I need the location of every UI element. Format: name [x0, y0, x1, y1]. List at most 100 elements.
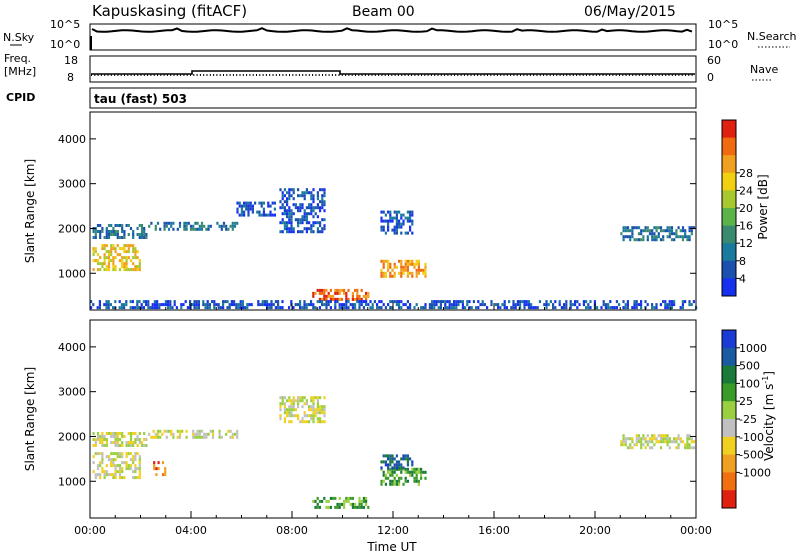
power-cell [318, 306, 321, 310]
power-cell [281, 300, 284, 304]
power-cell [655, 229, 658, 233]
power-cell [314, 212, 317, 216]
power-cell [409, 210, 412, 214]
velocity-cell [225, 432, 228, 436]
power-cell [400, 300, 403, 304]
velocity-cell [136, 438, 139, 441]
power-cell [338, 306, 341, 310]
power-cell [391, 300, 394, 304]
power-cell [668, 226, 671, 230]
velocity-cell [681, 440, 685, 444]
velocity-cell [103, 473, 106, 477]
power-cell [404, 259, 407, 263]
power-cell [237, 306, 240, 310]
power-colorbar-swatch [722, 278, 736, 297]
power-cell [286, 215, 289, 219]
velocity-cell [384, 473, 387, 477]
power-cell [519, 303, 522, 307]
power-cell [107, 236, 111, 239]
velocity-cell [417, 470, 420, 474]
power-cell [101, 230, 104, 233]
power-cell [261, 300, 264, 304]
power-cell [351, 297, 354, 301]
velocity-cell [389, 454, 392, 458]
power-cell [96, 253, 100, 257]
x-axis-label: Time UT [366, 540, 417, 554]
power-cell [208, 306, 211, 310]
power-cell [318, 297, 321, 301]
velocity-cell [283, 417, 286, 421]
power-cell [230, 303, 233, 307]
power-cell [334, 303, 337, 307]
power-cell [424, 306, 427, 310]
velocity-cell [129, 438, 133, 441]
velocity-cell [664, 437, 667, 441]
power-cell [402, 222, 405, 226]
power-cell [486, 306, 489, 310]
velocity-y-label: Slant Range [km] [23, 367, 37, 471]
power-cell [163, 221, 166, 225]
power-cell [131, 306, 134, 310]
power-cell [147, 303, 150, 307]
velocity-cell [345, 499, 348, 503]
power-cell [668, 306, 671, 310]
power-cell [301, 230, 304, 234]
velocity-cell [110, 473, 113, 477]
velocity-cell [116, 435, 119, 438]
power-cell [310, 224, 313, 228]
power-cell [123, 247, 126, 251]
power-cell [110, 259, 113, 263]
power-cell [240, 210, 243, 214]
power-cell [582, 300, 585, 304]
power-cell [312, 197, 315, 201]
power-cell [281, 203, 284, 207]
power-cell [316, 300, 319, 304]
velocity-cell [129, 467, 133, 471]
velocity-cell [138, 470, 141, 474]
power-cell [607, 303, 610, 307]
velocity-cell [319, 420, 322, 424]
power-cell [477, 306, 480, 310]
velocity-cell [316, 399, 319, 403]
power-cell [220, 227, 223, 231]
power-cell [158, 306, 161, 310]
velocity-colorbar-swatch [722, 436, 736, 456]
power-cell [620, 232, 623, 236]
power-cell [450, 303, 453, 307]
velocity-cell [644, 437, 647, 441]
power-cell [288, 212, 291, 216]
power-cell [387, 262, 390, 266]
power-cell [395, 219, 398, 223]
velocity-cell [389, 473, 392, 477]
velocity-cell [314, 505, 317, 509]
power-cell [246, 306, 249, 310]
power-cell [633, 226, 636, 230]
power-cell [189, 227, 193, 231]
power-cell [338, 288, 341, 292]
power-cell [246, 303, 249, 307]
velocity-cell [343, 499, 346, 503]
power-cell [310, 212, 313, 216]
power-cell [150, 221, 153, 225]
velocity-cell [110, 461, 113, 465]
velocity-cell [642, 443, 645, 447]
power-cell [646, 238, 649, 242]
power-cell [411, 262, 414, 266]
power-cell [286, 203, 289, 207]
power-cell [545, 300, 548, 304]
nsky-strip-frame [89, 23, 697, 51]
power-cell [303, 306, 306, 310]
velocity-cell [127, 467, 130, 471]
power-cell [327, 294, 330, 298]
power-cell [321, 297, 324, 301]
power-cell [236, 207, 239, 211]
power-colorbar-label: Power [dB] [756, 174, 770, 239]
power-cell [243, 213, 246, 217]
power-cell [433, 306, 436, 310]
power-cell [225, 227, 228, 231]
velocity-cell [391, 454, 394, 458]
velocity-cell [101, 444, 104, 447]
velocity-cell [99, 441, 102, 444]
power-cell [125, 303, 128, 307]
